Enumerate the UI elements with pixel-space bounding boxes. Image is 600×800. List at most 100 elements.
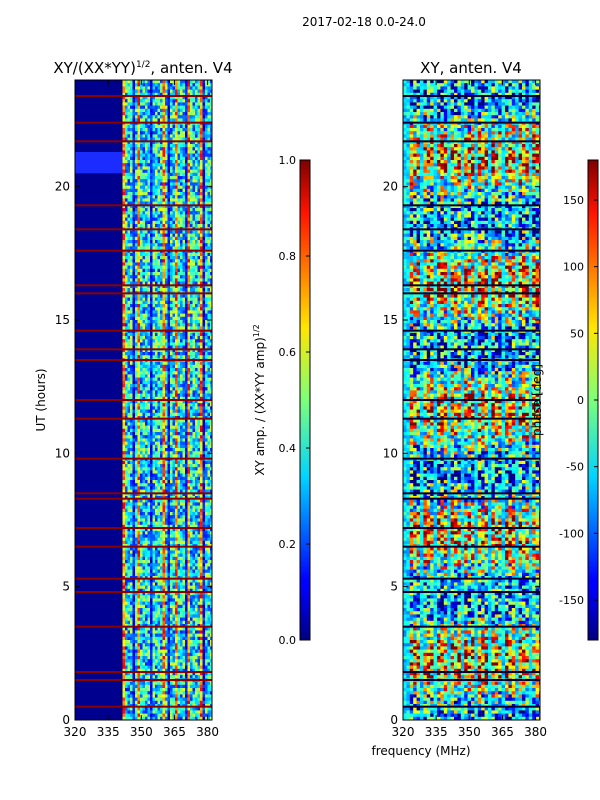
left-heatmap-cell	[195, 278, 198, 282]
left-heatmap-cell	[192, 288, 196, 292]
left-heatmap-cell	[167, 256, 171, 260]
left-heatmap-cell	[147, 438, 151, 442]
left-heatmap-cell	[140, 374, 143, 378]
left-heatmap-cell	[195, 96, 198, 100]
left-heatmap-cell	[142, 150, 146, 154]
left-heatmap-cell	[127, 211, 131, 215]
left-heatmap-cell	[155, 131, 158, 135]
left-heatmap-cell	[155, 112, 158, 116]
left-heatmap-cell	[122, 176, 126, 180]
left-heatmap-cell	[210, 396, 212, 401]
left-heatmap-cell	[210, 512, 212, 516]
left-heatmap-cell	[150, 214, 153, 218]
left-heatmap-cell	[162, 272, 166, 276]
left-heatmap-cell	[202, 118, 206, 122]
left-heatmap-cell	[150, 204, 153, 209]
left-heatmap-cell	[185, 153, 188, 157]
left-heatmap-cell	[132, 521, 136, 525]
left-heatmap-cell	[160, 432, 163, 436]
left-heatmap-cell	[185, 400, 188, 404]
left-heatmap-cell	[147, 521, 151, 525]
left-heatmap-cell	[130, 336, 133, 340]
left-heatmap-cell	[132, 464, 136, 468]
left-heatmap-cell	[170, 476, 173, 481]
left-heatmap-cell	[185, 339, 188, 343]
left-heatmap-cell	[182, 400, 186, 404]
left-heatmap-cell	[207, 102, 211, 106]
left-heatmap-cell	[167, 137, 171, 141]
left-heatmap-cell	[205, 275, 208, 279]
left-heatmap-cell	[185, 99, 188, 103]
left-heatmap-cell	[182, 470, 186, 474]
left-heatmap-cell	[205, 99, 208, 103]
left-heatmap-cell	[165, 515, 168, 519]
left-heatmap-cell	[200, 307, 203, 311]
left-heatmap-cell	[197, 512, 201, 516]
left-heatmap-cell	[127, 272, 131, 276]
left-heatmap-cell	[192, 259, 196, 263]
left-heatmap-cell	[142, 144, 146, 148]
left-heatmap-cell	[152, 348, 156, 353]
left-heatmap-cell	[172, 304, 176, 308]
left-heatmap-cell	[167, 86, 171, 90]
left-heatmap-cell	[125, 441, 128, 445]
left-heatmap-cell	[210, 172, 212, 177]
left-heatmap-cell	[145, 438, 148, 442]
left-heatmap-cell	[200, 265, 203, 269]
left-heatmap-cell	[192, 188, 196, 193]
left-heatmap-cell	[185, 156, 188, 161]
left-heatmap-cell	[172, 195, 176, 199]
left-heatmap-cell	[132, 361, 136, 365]
left-heatmap-cell	[165, 502, 168, 506]
left-heatmap-cell	[177, 297, 181, 301]
left-heatmap-cell	[205, 512, 208, 516]
left-heatmap-cell	[157, 425, 161, 429]
left-heatmap-cell	[155, 304, 158, 308]
left-heatmap-cell	[202, 262, 206, 266]
left-heatmap-cell	[140, 435, 143, 439]
left-heatmap-cell	[180, 412, 183, 417]
left-heatmap-cell	[172, 512, 176, 516]
left-heatmap-cell	[180, 342, 183, 346]
left-heatmap-cell	[157, 505, 161, 509]
left-heatmap-cell	[162, 512, 166, 516]
left-heatmap-cell	[150, 262, 153, 266]
left-heatmap-cell	[185, 204, 188, 209]
left-heatmap-cell	[205, 409, 208, 413]
left-heatmap-cell	[167, 128, 171, 132]
left-heatmap-cell	[182, 428, 186, 433]
left-heatmap-cell	[145, 486, 148, 490]
left-heatmap-cell	[167, 412, 171, 417]
left-heatmap-cell	[137, 179, 141, 183]
left-heatmap-cell	[180, 284, 183, 289]
left-heatmap-cell	[145, 265, 148, 269]
left-heatmap-cell	[182, 166, 186, 170]
left-heatmap-cell	[135, 105, 138, 109]
left-heatmap-cell	[150, 112, 153, 116]
left-heatmap-cell	[197, 192, 201, 196]
left-heatmap-cell	[190, 297, 193, 301]
left-heatmap-cell	[127, 396, 131, 401]
left-heatmap-cell	[170, 409, 173, 413]
left-heatmap-cell	[200, 374, 203, 378]
left-heatmap-cell	[187, 348, 191, 353]
left-heatmap-cell	[150, 390, 153, 394]
left-heatmap-cell	[157, 153, 161, 157]
left-heatmap-cell	[157, 307, 161, 311]
left-heatmap-cell	[207, 297, 211, 301]
left-heatmap-cell	[140, 281, 143, 285]
left-heatmap-cell	[125, 268, 128, 273]
left-heatmap-cell	[205, 361, 208, 365]
left-heatmap-cell	[140, 198, 143, 202]
left-heatmap-cell	[197, 220, 201, 225]
left-heatmap-cell	[175, 284, 178, 289]
left-heatmap-cell	[150, 208, 153, 212]
left-heatmap-cell	[197, 108, 201, 113]
left-heatmap-cell	[122, 240, 126, 244]
left-heatmap-cell	[207, 364, 211, 369]
left-heatmap-cell	[197, 156, 201, 161]
left-heatmap-cell	[187, 454, 191, 458]
left-heatmap-cell	[210, 115, 212, 119]
left-heatmap-cell	[177, 326, 181, 330]
left-heatmap-cell	[195, 124, 198, 129]
